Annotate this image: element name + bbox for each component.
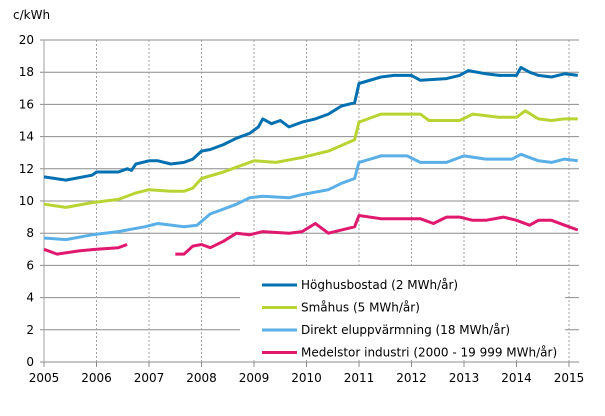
x-tick-label: 2007 [134, 371, 165, 385]
legend-label: Medelstor industri (2000 - 19 999 MWh/år… [301, 346, 557, 360]
y-tick-label: 12 [19, 162, 34, 176]
y-tick-label: 0 [26, 355, 34, 369]
series-line-1 [43, 109, 578, 209]
y-axis-label: c/kWh [13, 8, 50, 22]
x-tick-label: 2009 [239, 371, 270, 385]
series-line-0 [43, 65, 578, 182]
y-tick-label: 20 [19, 33, 34, 47]
x-tick-label: 2015 [554, 371, 585, 385]
x-tick-label: 2012 [396, 371, 427, 385]
y-tick-label: 16 [19, 97, 34, 111]
y-tick-label: 4 [26, 291, 34, 305]
y-tick-label: 2 [26, 323, 34, 337]
legend-label: Direkt eluppvärmning (18 MWh/år) [301, 323, 510, 337]
x-tick-label: 2014 [501, 371, 532, 385]
series-line-2 [43, 152, 578, 242]
y-tick-label: 6 [26, 258, 34, 272]
y-tick-label: 8 [26, 226, 34, 240]
legend-label: Höghusbostad (2 MWh/år) [301, 278, 458, 292]
y-tick-label: 10 [19, 194, 34, 208]
x-tick-label: 2010 [291, 371, 322, 385]
y-tick-label: 18 [19, 65, 34, 79]
legend-label: Småhus (5 MWh/år) [301, 301, 420, 315]
legend: Höghusbostad (2 MWh/år) Småhus (5 MWh/år)… [240, 268, 565, 360]
series-line-3 [43, 214, 579, 256]
x-tick-label: 2008 [186, 371, 217, 385]
y-tick-label: 14 [19, 130, 34, 144]
x-tick-label: 2011 [344, 371, 375, 385]
x-tick-label: 2005 [29, 371, 60, 385]
x-tick-label: 2006 [81, 371, 112, 385]
legend-background [240, 268, 565, 358]
x-tick-label: 2013 [449, 371, 480, 385]
